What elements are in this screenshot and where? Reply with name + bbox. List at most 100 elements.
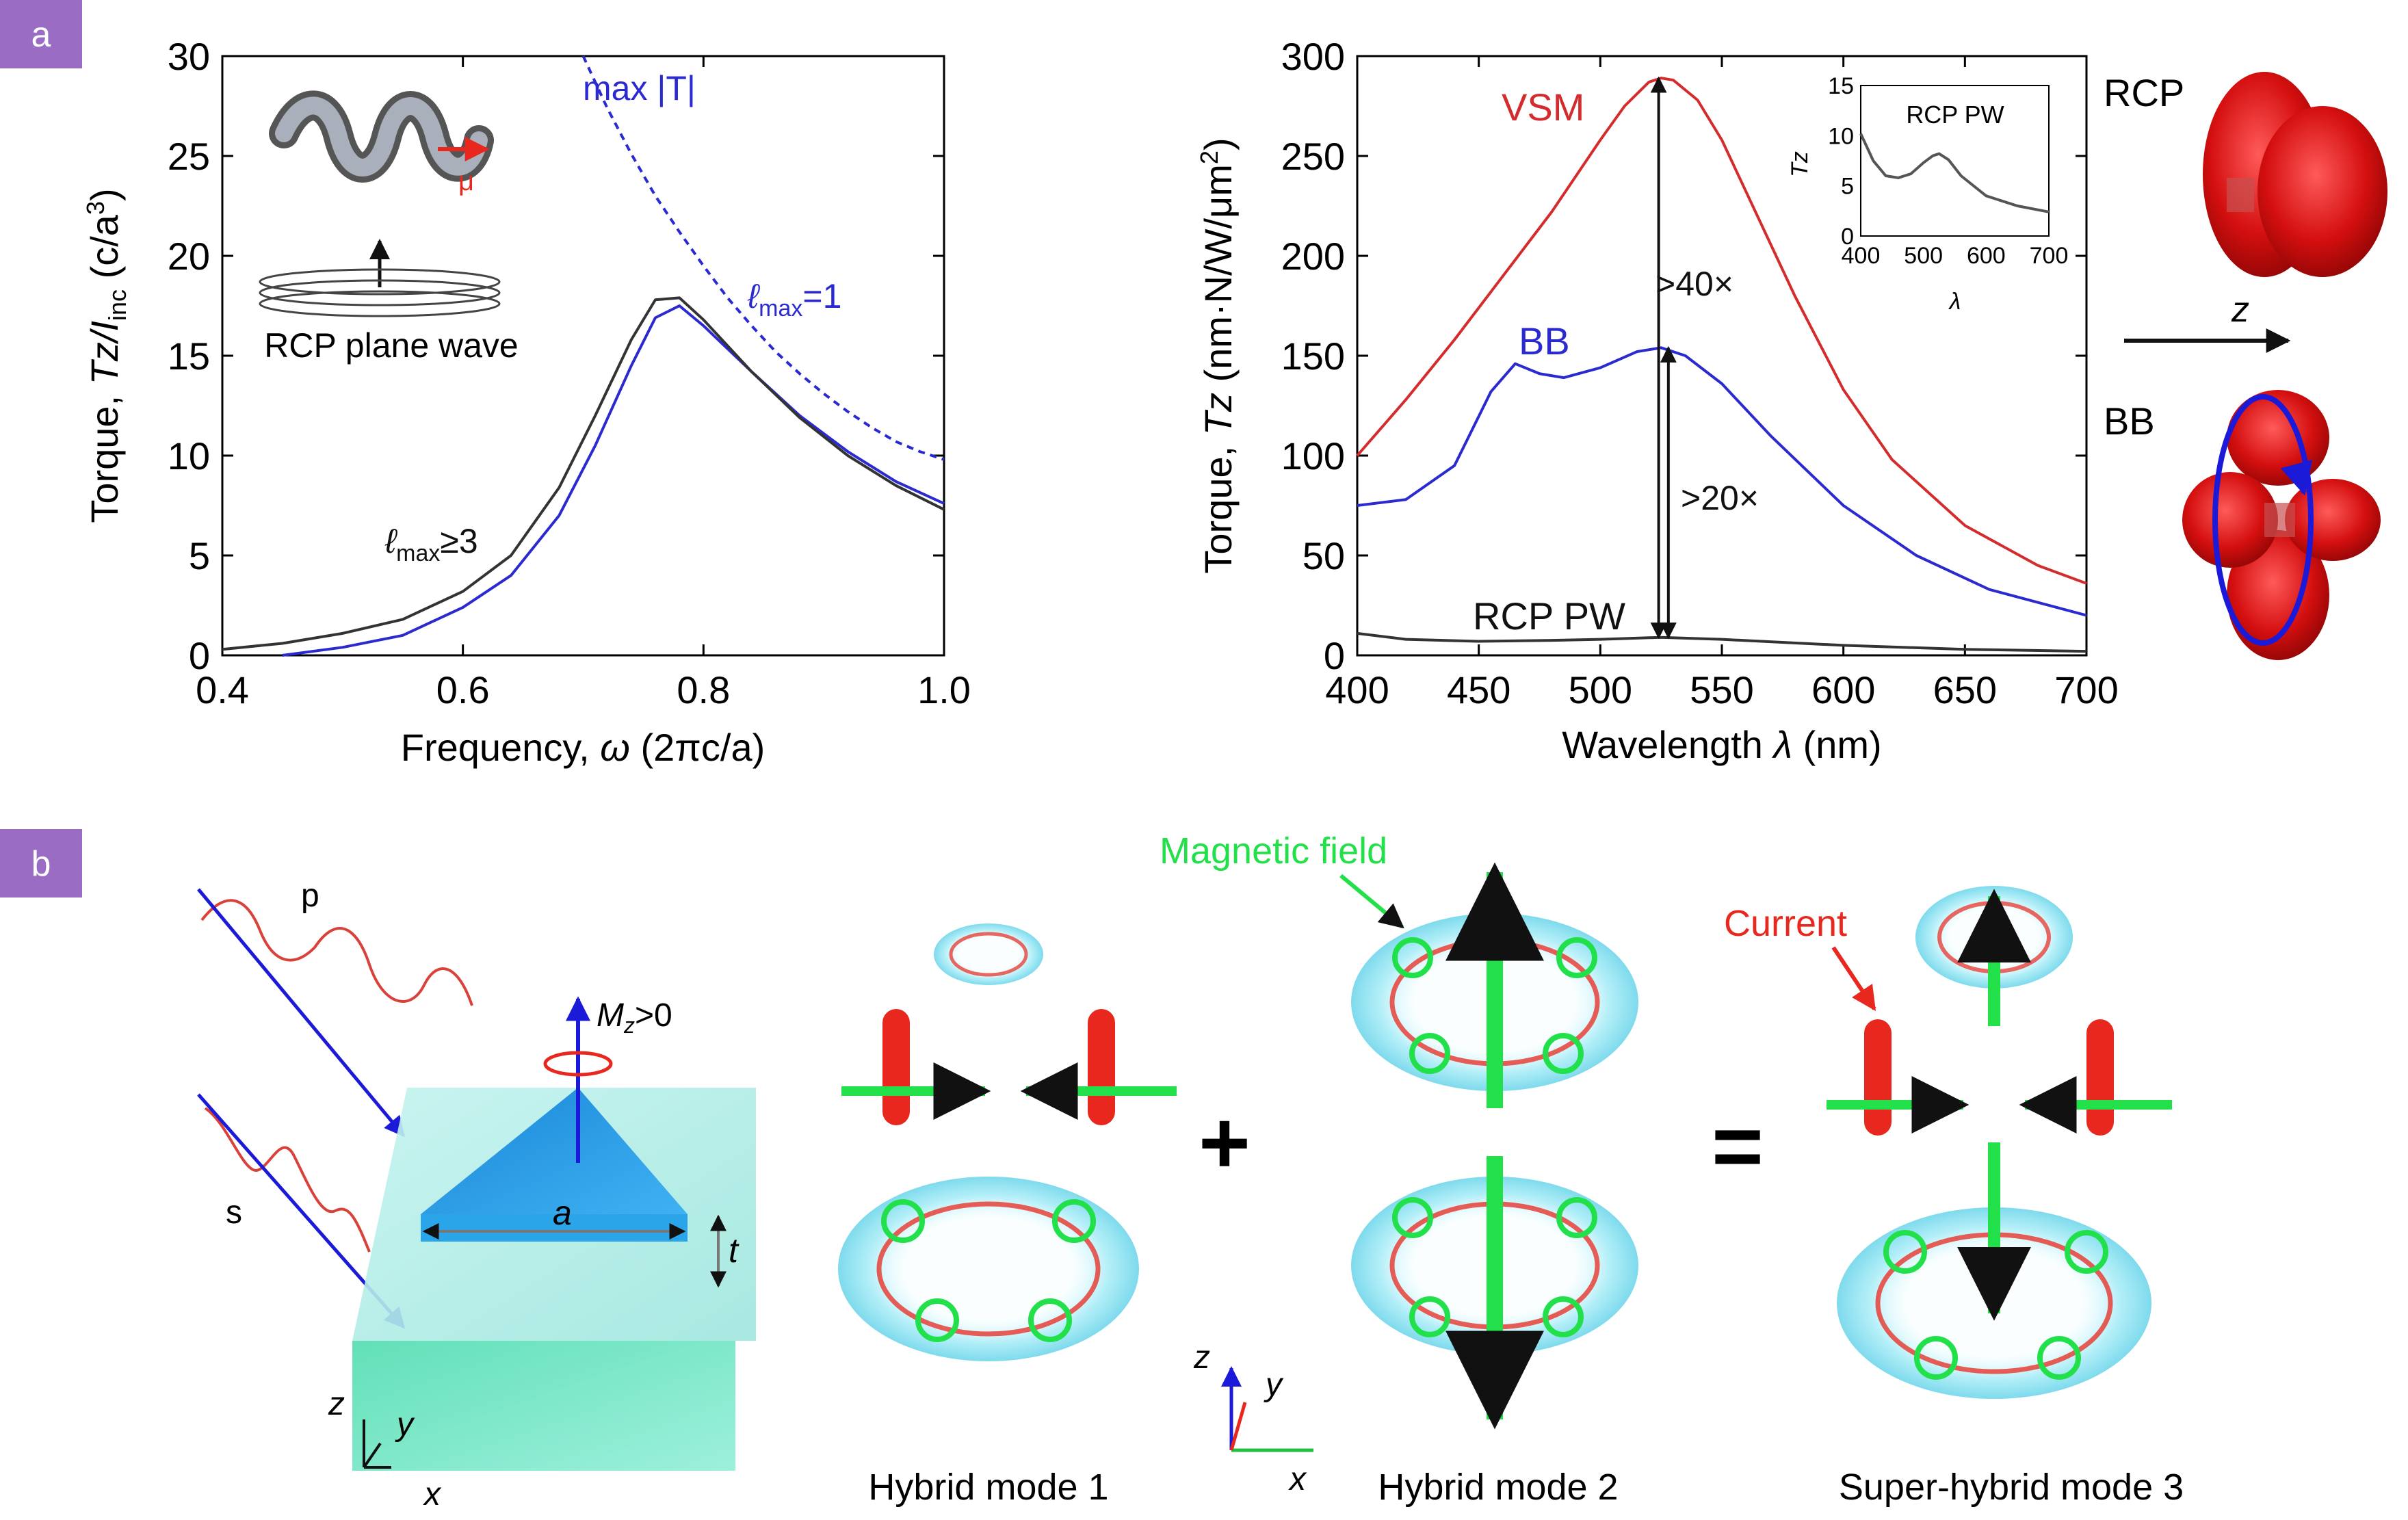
- axis-x-center: x: [1288, 1461, 1307, 1497]
- hybrid-mode-1-icon: [838, 923, 1177, 1361]
- z-axis-label: z: [2231, 290, 2249, 330]
- bb-label: BB: [1519, 319, 1570, 363]
- vsm-label: VSM: [1502, 86, 1584, 129]
- x-tick-label: 0.6: [436, 668, 490, 711]
- hybrid-mode-2-label: Hybrid mode 2: [1378, 1467, 1618, 1508]
- chart1-lines: [222, 55, 945, 657]
- radiation-patterns: RCP z BB: [2104, 71, 2387, 660]
- plus-sign: +: [1199, 1092, 1251, 1192]
- gt40-label: >40×: [1656, 265, 1733, 303]
- p-wave-arrow: [197, 888, 405, 1138]
- y-tick-label: 150: [1281, 335, 1345, 378]
- helix-inset: μ RCP plane wave: [259, 90, 519, 365]
- y-tick-label: 250: [1281, 135, 1345, 178]
- rotation-icon: [543, 1051, 613, 1077]
- y-tick-label: 10: [168, 434, 210, 477]
- slab-front: [352, 1341, 735, 1471]
- x-tick-label: 500: [1569, 668, 1632, 711]
- x-tick-label: 650: [1933, 668, 1997, 711]
- inset-y-label: Tz: [1787, 151, 1813, 177]
- magnetic-field-label: Magnetic field: [1160, 830, 1387, 872]
- axes-icon-center: [1221, 1366, 1313, 1452]
- chart2-lines: [1356, 77, 2087, 653]
- hybrid-mode-2-icon: [1351, 862, 1638, 1430]
- lmax1-label: ℓmax=1: [747, 277, 841, 322]
- a-label: a: [553, 1194, 572, 1232]
- x-tick-label: 400: [1325, 668, 1389, 711]
- y-tick-label: 0: [189, 634, 210, 677]
- chart1-y-axis-label: Torque, Tz/Iinc (c/a3): [81, 188, 131, 523]
- y-tick-label: 20: [168, 235, 210, 278]
- magnetic-field-pointer: [1339, 874, 1404, 929]
- rcp-pw-label: RCP PW: [1473, 594, 1625, 638]
- series-line-0: [581, 55, 945, 461]
- inset-x-tick-label: 700: [2030, 243, 2069, 269]
- x-tick-label: 1.0: [917, 668, 971, 711]
- chart2-y-axis-label: Torque, Tz (nm·N/W/μm2): [1195, 137, 1240, 573]
- rcp-plane-wave-label: RCP plane wave: [264, 326, 519, 365]
- y-tick-label: 0: [1324, 634, 1345, 677]
- hybrid-mode-1-label: Hybrid mode 1: [868, 1467, 1108, 1508]
- chart2-inset: 400 500 600 700 0 5 10 15 RCP PW Tz λ: [1787, 73, 2068, 315]
- bb-orbit-icon: [2212, 394, 2314, 646]
- axis-y-center: y: [1264, 1367, 1284, 1403]
- series-line-2: [1357, 631, 2087, 653]
- x-tick-label: 450: [1447, 668, 1510, 711]
- gt20-label: >20×: [1681, 479, 1759, 517]
- bb-lobe-icon: [2182, 390, 2381, 660]
- panel-b-badge: [0, 829, 82, 897]
- inset-x-tick-label: 500: [1904, 243, 1943, 269]
- inset-frame: [1860, 85, 2050, 237]
- inset-x-tick-label: 400: [1842, 243, 1881, 269]
- rcp-lobe-icon: [2203, 72, 2387, 277]
- current-pointer: [1831, 946, 1876, 1011]
- chart1-x-axis-label: Frequency, ω (2πc/a): [401, 726, 765, 769]
- x-tick-label: 550: [1690, 668, 1753, 711]
- p-wave-icon: [197, 888, 473, 1138]
- x-tick-label: 700: [2054, 668, 2118, 711]
- inset-y-tick-label: 5: [1841, 174, 1854, 200]
- x-tick-label: 0.4: [196, 668, 249, 711]
- y-tick-label: 30: [168, 35, 210, 78]
- y-tick-label: 5: [189, 534, 210, 577]
- inset-y-tick-label: 15: [1828, 73, 1854, 99]
- panel-a-label: a: [31, 15, 51, 55]
- y-tick-label: 300: [1281, 35, 1345, 78]
- triangle-prism: [421, 1088, 688, 1214]
- x-tick-label: 0.8: [677, 668, 730, 711]
- lmax3-label: ℓmax≥3: [384, 522, 478, 566]
- axis-y-left: y: [395, 1406, 415, 1443]
- mu-label: μ: [458, 166, 474, 196]
- max-t-label: max |T|: [583, 69, 696, 107]
- chart2-x-axis-label: Wavelength λ (nm): [1562, 723, 1881, 766]
- mz-label: Mz>0: [597, 997, 672, 1038]
- super-hybrid-mode-3-icon: [1827, 886, 2172, 1399]
- p-label: p: [301, 878, 319, 914]
- series-line-1: [282, 304, 945, 657]
- s-label: s: [226, 1194, 242, 1231]
- inset-x-tick-label: 600: [1967, 243, 2006, 269]
- inset-text: RCP PW: [1906, 101, 2004, 129]
- axis-z-center: z: [1193, 1339, 1210, 1376]
- ring-icon: [259, 268, 501, 296]
- chart1-ticks: 0.4 0.6 0.8 1.0 0 5 10 15 20 25 30: [168, 35, 971, 711]
- y-tick-label: 200: [1281, 235, 1345, 278]
- current-label: Current: [1724, 903, 1847, 944]
- t-label: t: [729, 1231, 740, 1270]
- y-tick-label: 15: [168, 335, 210, 378]
- rcp-pattern-label: RCP: [2104, 71, 2184, 114]
- chart-torque-vs-wavelength: 400 450 500 550 600 650 700050100150200250300 …: [1195, 35, 2119, 766]
- inset-line: [1859, 133, 2050, 213]
- panel-a-badge: [0, 0, 82, 68]
- panel-b-label: b: [31, 844, 51, 884]
- axis-z-left: z: [328, 1386, 345, 1422]
- equals-sign: =: [1712, 1096, 1764, 1196]
- axes-icon-left: [363, 1419, 391, 1469]
- panel-b-illustration: p s Mz>0 a t z y x: [197, 830, 2184, 1512]
- y-tick-label: 100: [1281, 434, 1345, 477]
- x-tick-label: 600: [1811, 668, 1875, 711]
- chart-torque-vs-frequency: 0.4 0.6 0.8 1.0 0 5 10 15 20 25 30 Frequency, ω (2…: [81, 35, 971, 769]
- axis-x-left: x: [423, 1476, 442, 1512]
